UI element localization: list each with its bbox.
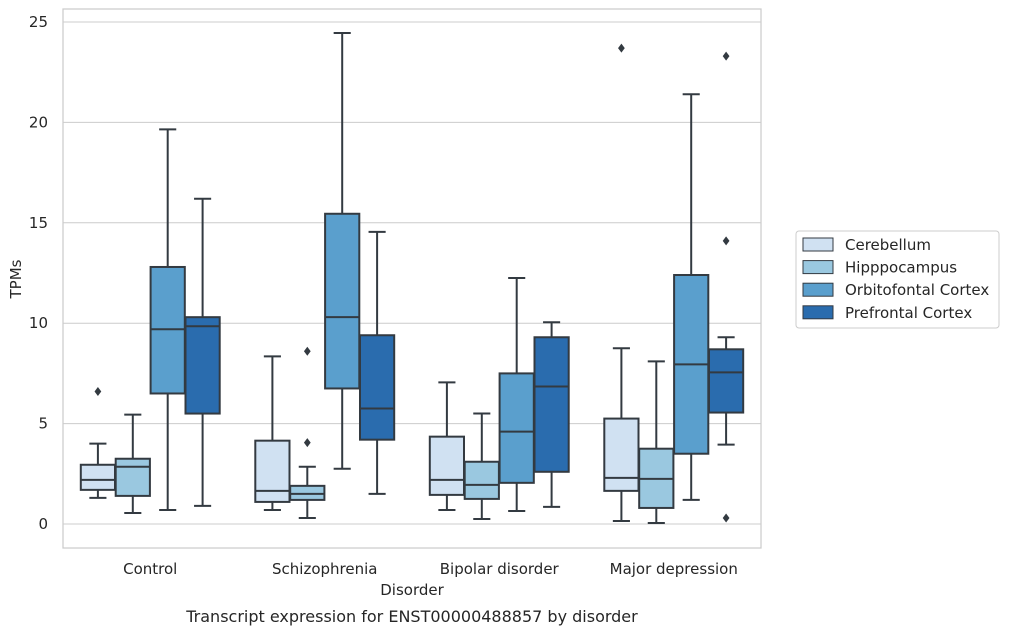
box xyxy=(324,32,361,470)
legend-label: Hipppocampus xyxy=(845,259,957,277)
box-body xyxy=(254,439,291,503)
outlier-point xyxy=(94,386,102,396)
box xyxy=(184,197,221,507)
box-body xyxy=(358,334,396,441)
box xyxy=(707,51,745,523)
boxes xyxy=(79,32,745,524)
legend-swatch xyxy=(802,237,834,252)
x-tick-label: Bipolar disorder xyxy=(440,560,560,578)
box xyxy=(254,355,291,511)
box xyxy=(149,128,186,511)
box xyxy=(603,43,640,522)
box xyxy=(428,381,466,511)
y-axis-label: TPMs xyxy=(7,259,25,299)
box xyxy=(114,413,151,514)
x-tick-label: Schizophrenia xyxy=(272,560,377,578)
y-tick-label: 5 xyxy=(38,415,48,433)
box xyxy=(79,386,117,499)
box-body xyxy=(707,348,745,414)
y-tick-label: 25 xyxy=(29,13,48,31)
box-body xyxy=(79,463,117,491)
box xyxy=(498,277,535,512)
box-body xyxy=(289,484,326,501)
outlier-point xyxy=(303,438,311,448)
x-tick-label: Major depression xyxy=(610,560,738,578)
box-body xyxy=(114,457,151,497)
outlier-point xyxy=(722,236,730,246)
y-tick-label: 10 xyxy=(29,314,48,332)
box-body xyxy=(149,265,186,395)
y-tick-label: 20 xyxy=(29,113,48,131)
legend-swatch xyxy=(802,282,834,297)
legend-items: Cerebellum Hipppocampus Orbitofontal Corte… xyxy=(802,236,989,322)
box xyxy=(533,321,570,508)
y-tick-label: 15 xyxy=(29,214,48,232)
box-body xyxy=(498,372,535,484)
x-axis-label: Disorder xyxy=(380,581,444,599)
outlier-point xyxy=(618,43,625,53)
legend-label: Cerebellum xyxy=(845,236,931,254)
y-axis-ticks: 0 5 10 15 20 25 xyxy=(29,13,48,533)
box xyxy=(289,346,326,519)
legend-label: Prefrontal Cortex xyxy=(845,304,972,322)
legend: Cerebellum Hipppocampus Orbitofontal Corte… xyxy=(795,230,1000,329)
plot-area-frame xyxy=(62,8,762,549)
y-tick-label: 0 xyxy=(38,515,48,533)
legend-frame xyxy=(795,230,1000,329)
box-body xyxy=(184,316,221,415)
box xyxy=(358,230,396,495)
legend-swatch xyxy=(802,305,834,320)
box-body xyxy=(603,417,640,492)
outlier-point xyxy=(303,346,311,356)
outlier-point xyxy=(722,51,730,61)
box xyxy=(638,360,675,524)
box xyxy=(463,412,500,520)
outlier-point xyxy=(722,513,730,523)
legend-swatch xyxy=(802,260,834,275)
box-body xyxy=(463,460,500,500)
figure-caption: Transcript expression for ENST0000048885… xyxy=(185,607,638,626)
x-axis-ticks: Control Schizophrenia Bipolar disorder Majo… xyxy=(123,560,738,578)
box-body xyxy=(428,435,466,496)
box-body xyxy=(324,212,361,390)
x-tick-label: Control xyxy=(123,560,177,578)
box xyxy=(673,93,710,501)
legend-label: Orbitofontal Cortex xyxy=(845,281,989,299)
box-body xyxy=(533,336,570,473)
